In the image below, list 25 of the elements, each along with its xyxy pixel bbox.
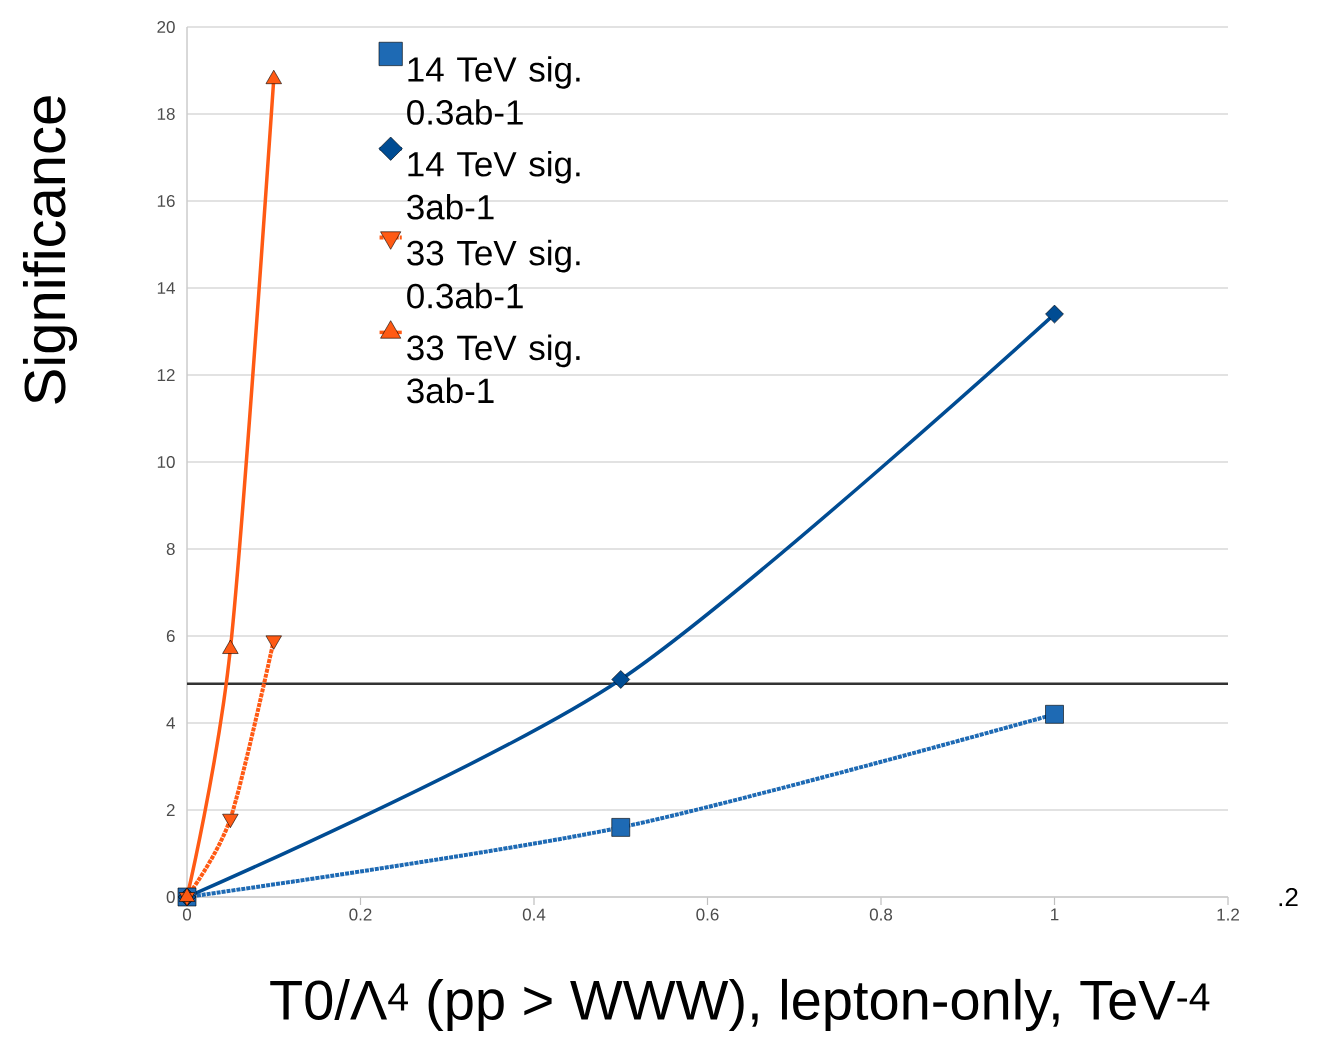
y-tick-label: 6: [166, 629, 175, 643]
x-tick-label: 0.8: [869, 908, 893, 921]
y-tick-label: 12: [157, 369, 175, 381]
x-tick-label: 0.2: [349, 908, 372, 921]
y-tick-label: 8: [166, 542, 175, 556]
legend-label: 33 TeV sig. 0.3ab-1: [407, 239, 580, 309]
legend-label: 14 TeV sig. 0.3ab-1: [407, 56, 580, 125]
y-axis-title: Significance: [22, 96, 78, 404]
y-tick-label: 14: [157, 282, 175, 294]
x-axis-title: T0/Λ$^{4}$ (pp > WWW), lepton-only, TeV$^{-4}$: [270, 978, 1210, 1032]
y-tick-label: 2: [166, 804, 175, 816]
legend-label: 14 TeV sig. 3ab-1: [407, 150, 580, 220]
x-tick-label: 1: [1051, 908, 1059, 921]
y-tick-label: 10: [157, 455, 175, 469]
y-tick-label: 4: [166, 717, 175, 729]
x-tick-label: 0.4: [522, 908, 546, 921]
y-tick-label: 20: [157, 20, 175, 34]
x-tick-label: 0: [182, 908, 192, 921]
text: .2: [1279, 887, 1298, 907]
y-tick-label: 0: [166, 890, 175, 904]
legend-label: 33 TeV sig. 3ab-1: [407, 334, 580, 404]
y-tick-label: 18: [157, 107, 175, 121]
x-tick-label: 0.6: [696, 908, 719, 921]
y-tick-label: 16: [157, 194, 175, 208]
x-tick-label: 1.2: [1217, 908, 1239, 921]
